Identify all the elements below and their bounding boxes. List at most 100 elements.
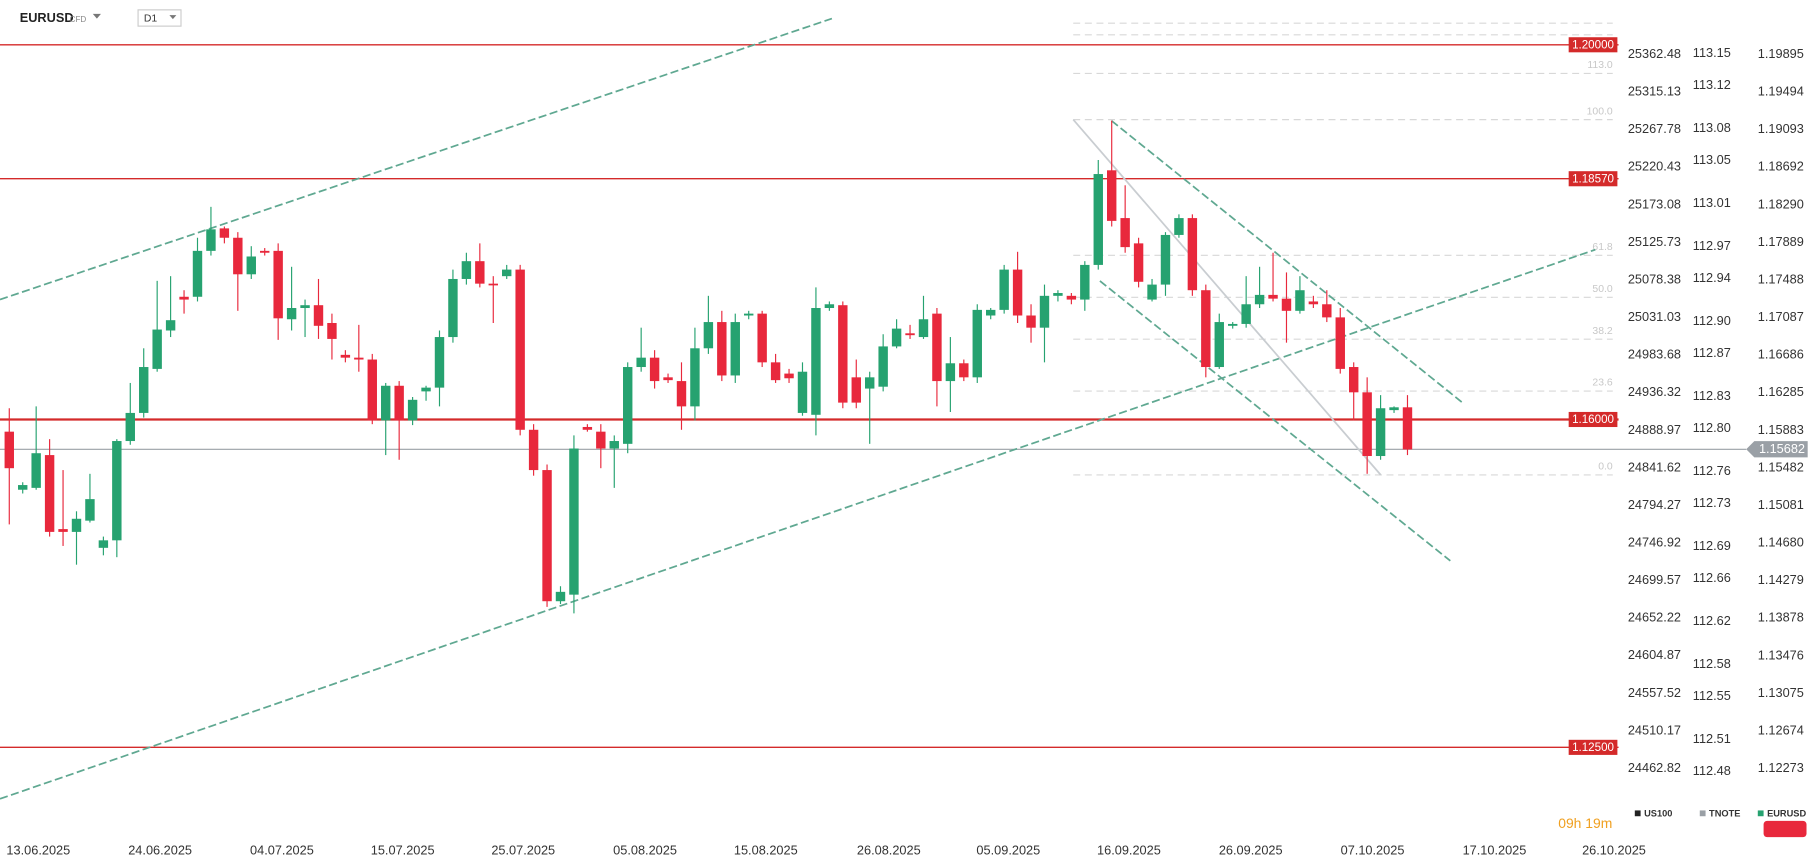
legend-label: TNOTE: [1709, 808, 1740, 818]
candle-body: [1214, 322, 1224, 368]
y-tick-label: 112.97: [1693, 238, 1731, 253]
candle-body: [1268, 294, 1278, 299]
y-tick-label: 1.14279: [1758, 572, 1804, 587]
candle-body: [999, 269, 1009, 310]
legend-label: EURUSD: [1767, 808, 1806, 818]
x-tick-label: 15.07.2025: [371, 842, 435, 857]
candle-body: [488, 283, 498, 286]
y-tick-label: 113.08: [1693, 120, 1731, 135]
y-tick-label: 1.14680: [1758, 535, 1804, 550]
candle-body: [1201, 290, 1211, 368]
legend: US100 TNOTE EURUSD: [1634, 808, 1806, 818]
candle-body: [246, 256, 256, 275]
y-tick-label: 1.18290: [1758, 196, 1804, 211]
candle-body: [649, 357, 660, 382]
y-tick-label: 1.19494: [1758, 84, 1804, 99]
y-tick-label: 1.16686: [1758, 347, 1804, 362]
candle-body: [98, 540, 109, 548]
candle-body: [381, 385, 391, 421]
candle-body: [582, 426, 593, 430]
y-tick-label: 113.01: [1693, 195, 1731, 210]
candle-body: [367, 359, 377, 421]
y-tick-label: 112.55: [1693, 688, 1731, 703]
candle-body: [4, 431, 14, 469]
candle-body: [1026, 315, 1036, 328]
x-tick-label: 05.09.2025: [976, 842, 1040, 857]
candle-body: [206, 229, 216, 251]
y-tick-label: 1.15081: [1758, 497, 1804, 512]
candle-body: [569, 448, 579, 595]
candle-body: [878, 346, 888, 387]
candle-body: [1281, 298, 1292, 311]
candle-body: [219, 228, 230, 238]
candle-body: [1120, 218, 1130, 248]
candle-body: [1295, 290, 1305, 311]
x-tick-label: 26.09.2025: [1219, 842, 1283, 857]
candle-body: [1362, 392, 1372, 457]
candle-body: [717, 322, 727, 376]
candle-body: [528, 429, 539, 471]
y-tick-label: 1.13476: [1758, 647, 1804, 662]
y-tick-label: 112.48: [1693, 763, 1731, 778]
candle-body: [139, 367, 149, 413]
candle-body: [1012, 269, 1023, 316]
candle-body: [690, 348, 700, 407]
y-tick-label: 1.15482: [1758, 459, 1804, 474]
candle-body: [1228, 323, 1238, 326]
timeframe-select[interactable]: [137, 9, 182, 27]
candle-body: [421, 387, 431, 392]
candle-body: [1133, 243, 1144, 282]
candle-body: [932, 313, 942, 382]
y-tick-label: 25362.48: [1628, 46, 1681, 61]
candle-body: [475, 261, 485, 284]
y-tick-label: 1.12674: [1758, 722, 1804, 737]
candle-body: [18, 485, 28, 490]
x-tick-label: 26.08.2025: [857, 842, 921, 857]
fib-label: 38.2: [1592, 326, 1613, 337]
candle-body: [71, 518, 82, 532]
legend-swatch: [1699, 810, 1706, 817]
countdown: 09h 19m: [1558, 815, 1612, 831]
candle-body: [260, 250, 270, 253]
candle-body: [1147, 284, 1157, 300]
fib-label: 100.0: [1587, 106, 1613, 117]
candle-body: [165, 320, 176, 331]
y-tick-label: 1.19093: [1758, 121, 1804, 136]
trade-button[interactable]: [1763, 820, 1807, 838]
symbol-dropdown[interactable]: [92, 13, 101, 19]
level-label-box: [1568, 411, 1618, 428]
candle-body: [744, 313, 754, 316]
y-tick-label: 24699.57: [1628, 572, 1681, 587]
candle-body: [555, 591, 566, 602]
candle-body: [313, 305, 324, 326]
fib-layer: 113.0 100.0 61.8 50.0 38.2 23.6 0.0: [1073, 60, 1613, 476]
x-tick-label: 15.08.2025: [734, 842, 798, 857]
y-tick-label: 112.69: [1693, 538, 1731, 553]
candle-body: [327, 322, 337, 339]
candle-body: [596, 431, 606, 449]
candle-body: [757, 313, 767, 363]
candle-body: [1039, 295, 1050, 328]
y-tick-label: 25173.08: [1628, 196, 1681, 211]
candle-body: [179, 296, 189, 300]
candle-body: [448, 278, 458, 338]
level-label-box: [1568, 37, 1618, 53]
candle-body: [703, 322, 714, 349]
candle-body: [273, 250, 283, 319]
candle-body: [1389, 407, 1399, 411]
y-tick-label: 1.13878: [1758, 610, 1804, 625]
symbol: EURUSD: [20, 10, 74, 25]
x-tick-label: 04.07.2025: [250, 842, 314, 857]
candle-body: [623, 367, 633, 444]
y-tick-label: 112.80: [1693, 420, 1731, 435]
y-tick-label: 25125.73: [1628, 234, 1681, 249]
fib-label: 23.6: [1592, 378, 1613, 389]
fib-label: 113.0: [1587, 60, 1613, 71]
badge: CFD: [70, 15, 87, 24]
candle-body: [394, 385, 404, 421]
trend-line: [0, 248, 1596, 800]
candle-body: [1254, 294, 1265, 305]
candle-body: [31, 453, 41, 488]
x-tick-label: 16.09.2025: [1097, 842, 1161, 857]
